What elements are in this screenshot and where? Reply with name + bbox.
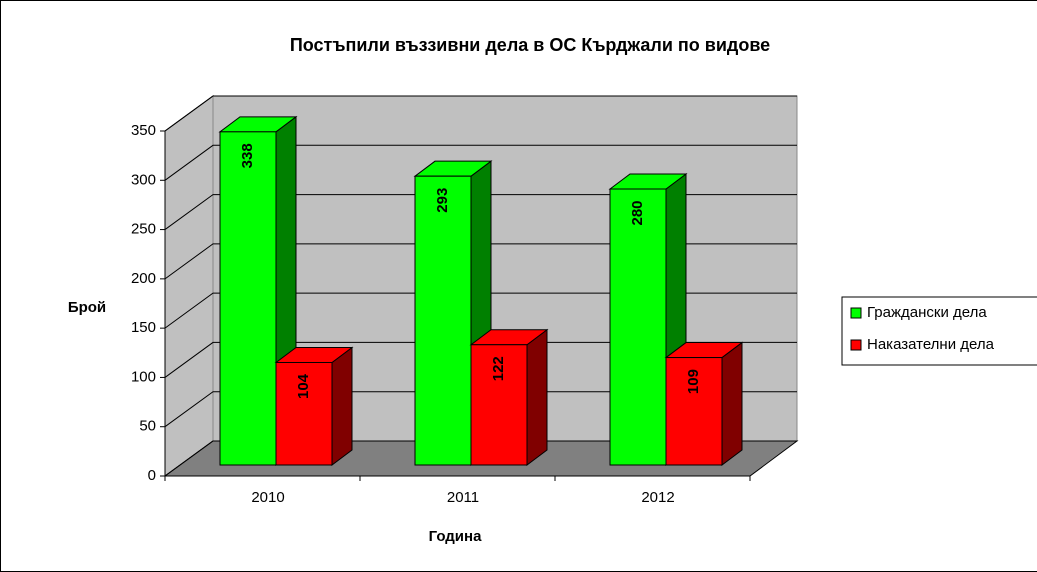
grid-line — [164, 95, 797, 132]
bar — [414, 175, 472, 466]
grid-line — [164, 144, 797, 181]
bar — [665, 357, 723, 466]
legend-swatch — [850, 339, 862, 351]
y-tick-label: 300 — [131, 171, 156, 188]
chart-title: Постъпили въззивни дела в ОС Кърджали по… — [290, 35, 770, 55]
x-tick-label: 2012 — [641, 489, 674, 506]
grid-line — [164, 292, 797, 329]
bar — [275, 361, 333, 466]
y-tick-label: 100 — [131, 368, 156, 385]
x-axis-title: Година — [429, 528, 483, 545]
bar — [470, 344, 528, 466]
bar — [609, 188, 667, 466]
y-tick-label: 50 — [139, 418, 156, 435]
data-label: 109 — [685, 369, 702, 394]
grid-line — [164, 440, 797, 477]
y-tick-label: 250 — [131, 221, 156, 238]
legend-swatch — [850, 307, 862, 319]
y-tick-label: 150 — [131, 319, 156, 336]
bar-side — [721, 341, 743, 466]
data-label: 280 — [629, 200, 646, 225]
data-label: 122 — [490, 356, 507, 381]
data-label: 104 — [295, 373, 312, 399]
y-tick-label: 350 — [131, 122, 156, 139]
y-tick-label: 200 — [131, 270, 156, 287]
y-axis-title: Брой — [68, 299, 106, 316]
data-label: 338 — [239, 143, 256, 168]
side-wall — [164, 95, 214, 477]
bar-side — [526, 328, 548, 466]
legend-label: Наказателни дела — [867, 336, 995, 353]
legend — [841, 296, 1037, 366]
x-tick-label: 2011 — [447, 489, 479, 506]
y-tick-label: 0 — [148, 467, 156, 484]
bar-side — [331, 346, 353, 466]
grid-line — [164, 243, 797, 280]
legend-label: Граждански дела — [867, 304, 987, 321]
grid-line — [164, 194, 797, 230]
x-tick-label: 2010 — [251, 489, 284, 506]
grid-line — [164, 341, 797, 378]
bar — [219, 131, 277, 466]
data-label: 293 — [434, 188, 451, 213]
grid-line — [164, 391, 797, 428]
